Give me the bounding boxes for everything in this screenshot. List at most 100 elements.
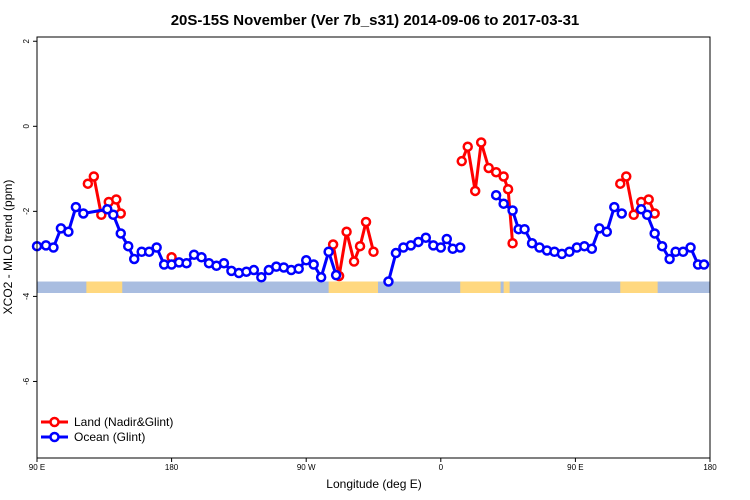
y-tick-label: 0	[22, 124, 31, 129]
y-tick-label: 2	[22, 38, 31, 43]
data-point-ocean	[181, 257, 192, 269]
series-line-land	[331, 220, 375, 278]
data-point-ocean	[601, 226, 613, 238]
x-axis: 90 E 180 90 W 0 90 E 180	[29, 458, 717, 472]
data-point-ocean	[108, 209, 119, 221]
data-point-land	[475, 137, 487, 148]
data-point-land	[615, 178, 626, 189]
data-point-ocean	[677, 246, 689, 258]
strip-land	[86, 281, 123, 294]
data-point-land	[360, 216, 372, 228]
data-point-ocean	[698, 259, 710, 270]
data-point-ocean	[315, 272, 327, 283]
legend-label-land: Land (Nadir&Glint)	[74, 415, 173, 429]
x-tick-label: 90 E	[567, 463, 583, 472]
data-point-ocean	[664, 253, 675, 265]
data-point-ocean	[420, 232, 432, 243]
data-point-ocean	[63, 226, 74, 238]
data-point-ocean	[70, 201, 82, 213]
data-point-land	[620, 171, 632, 182]
data-point-land	[327, 239, 339, 250]
data-point-ocean	[616, 208, 628, 219]
data-point-land	[462, 141, 473, 152]
strip-land	[460, 281, 501, 294]
data-point-ocean	[218, 257, 230, 269]
legend-marker-ocean	[49, 431, 60, 443]
legend-marker-land	[49, 416, 60, 428]
data-point-ocean	[293, 263, 304, 275]
data-point-ocean	[256, 272, 267, 283]
data-point-ocean	[490, 189, 502, 201]
data-point-ocean	[128, 253, 140, 265]
data-point-land	[507, 237, 518, 249]
y-tick-label: -2	[22, 207, 31, 215]
x-tick-label: 180	[165, 463, 179, 472]
x-tick-label: 180	[703, 463, 717, 472]
data-point-land	[490, 166, 502, 178]
data-point-land	[483, 162, 494, 174]
y-axis-label: XCO2 - MLO trend (ppm)	[1, 180, 15, 315]
data-point-land	[88, 171, 100, 182]
data-point-ocean	[519, 223, 530, 235]
x-tick-label: 0	[439, 463, 444, 472]
data-point-ocean	[656, 240, 668, 252]
data-point-ocean	[102, 203, 113, 215]
data-point-land	[628, 209, 639, 221]
data-point-ocean	[586, 243, 598, 255]
x-axis-label: Longitude (deg E)	[326, 477, 421, 491]
data-point-ocean	[330, 269, 342, 281]
data-point-ocean	[526, 237, 538, 249]
chart-title: 20S-15S November (Ver 7b_s31) 2014-09-06…	[171, 12, 580, 29]
data-point-ocean	[151, 242, 162, 253]
data-point-land	[341, 226, 352, 238]
data-point-land	[354, 240, 366, 252]
x-tick-label: 90 E	[29, 463, 45, 472]
data-point-ocean	[390, 247, 402, 259]
data-point-ocean	[564, 246, 575, 258]
data-point-ocean	[308, 259, 319, 270]
data-point-ocean	[609, 201, 620, 213]
data-point-ocean	[248, 264, 260, 276]
data-point-ocean	[649, 228, 660, 239]
y-tick-label: -6	[22, 377, 31, 385]
plot-frame	[36, 36, 711, 459]
data-point-land	[368, 246, 379, 258]
data-point-land	[498, 171, 509, 182]
data-point-land	[348, 256, 360, 267]
surface-strip	[37, 281, 710, 294]
data-point-land	[469, 185, 481, 197]
data-point-ocean	[196, 252, 207, 263]
data-point-ocean	[78, 208, 89, 219]
data-point-land	[456, 155, 467, 167]
data-point-ocean	[115, 228, 127, 239]
data-point-ocean	[413, 236, 424, 248]
data-point-ocean	[48, 242, 59, 253]
legend: Land (Nadir&Glint) Ocean (Glint)	[41, 415, 173, 444]
data-point-ocean	[641, 209, 653, 221]
series-line-ocean	[387, 236, 461, 282]
data-point-ocean	[383, 276, 394, 287]
data-point-ocean	[498, 198, 509, 209]
data-point-land	[502, 183, 514, 195]
data-point-land	[82, 178, 94, 189]
data-point-ocean	[122, 240, 134, 252]
strip-land	[503, 281, 510, 294]
data-point-ocean	[323, 246, 334, 258]
data-point-ocean	[300, 255, 312, 266]
x-tick-label: 90 W	[297, 463, 316, 472]
data-point-ocean	[143, 246, 155, 258]
strip-land	[328, 281, 378, 294]
data-point-land	[643, 194, 654, 205]
strip-land	[620, 281, 658, 294]
data-point-land	[111, 194, 122, 205]
series-layer	[31, 137, 710, 287]
data-point-ocean	[635, 203, 647, 215]
data-point-ocean	[507, 205, 518, 216]
legend-label-ocean: Ocean (Glint)	[74, 430, 145, 444]
data-point-ocean	[454, 242, 466, 253]
data-point-ocean	[441, 233, 453, 245]
y-tick-label: -4	[22, 292, 31, 300]
data-point-ocean	[685, 242, 696, 253]
data-point-ocean	[435, 242, 447, 253]
